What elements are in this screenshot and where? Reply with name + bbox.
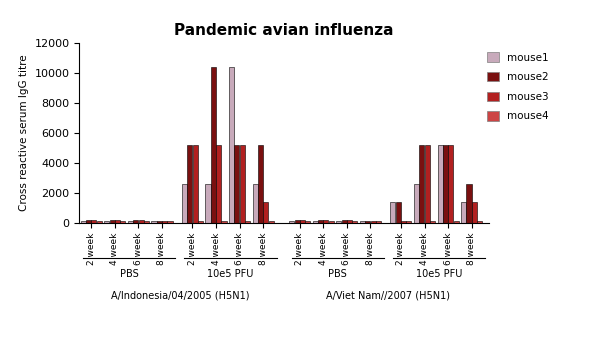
Bar	[360, 221, 365, 223]
Legend: mouse1, mouse2, mouse3, mouse4: mouse1, mouse2, mouse3, mouse4	[483, 48, 553, 126]
Bar	[97, 221, 102, 223]
Bar	[115, 220, 120, 223]
Bar	[133, 220, 138, 223]
Bar	[245, 221, 250, 223]
Bar	[269, 221, 274, 223]
Bar	[477, 221, 482, 223]
Bar	[406, 221, 411, 223]
Bar	[167, 221, 172, 223]
Bar	[414, 184, 419, 223]
Bar	[229, 67, 234, 223]
Bar	[318, 220, 323, 223]
Bar	[347, 220, 352, 223]
Bar	[162, 221, 167, 223]
Bar	[258, 145, 263, 223]
Bar	[323, 220, 329, 223]
Bar	[365, 221, 370, 223]
Text: 10e5 PFU: 10e5 PFU	[207, 269, 254, 279]
Text: A/Indonesia/04/2005 (H5N1): A/Indonesia/04/2005 (H5N1)	[111, 291, 249, 301]
Bar	[211, 67, 216, 223]
Bar	[448, 145, 453, 223]
Bar	[157, 221, 162, 223]
Bar	[139, 220, 144, 223]
Bar	[371, 221, 376, 223]
Bar	[289, 221, 295, 223]
Bar	[419, 145, 425, 223]
Bar	[472, 202, 477, 223]
Bar	[313, 221, 318, 223]
Bar	[240, 145, 245, 223]
Bar	[305, 221, 310, 223]
Bar	[109, 220, 115, 223]
Bar	[86, 220, 91, 223]
Bar	[430, 221, 435, 223]
Bar	[396, 202, 401, 223]
Bar	[443, 145, 448, 223]
Bar	[128, 221, 133, 223]
Bar	[342, 220, 347, 223]
Bar	[81, 221, 86, 223]
Bar	[337, 221, 342, 223]
Text: PBS: PBS	[120, 269, 139, 279]
Bar	[216, 145, 221, 223]
Bar	[437, 145, 442, 223]
Bar	[187, 145, 192, 223]
Bar	[353, 221, 357, 223]
Bar	[453, 221, 459, 223]
Bar	[263, 202, 268, 223]
Bar	[152, 221, 156, 223]
Bar	[461, 202, 466, 223]
Bar	[253, 184, 258, 223]
Bar	[401, 221, 406, 223]
Bar	[198, 221, 203, 223]
Bar	[295, 220, 299, 223]
Bar	[205, 184, 211, 223]
Title: Pandemic avian influenza: Pandemic avian influenza	[174, 23, 394, 38]
Text: A/Viet Nam//2007 (H5N1): A/Viet Nam//2007 (H5N1)	[326, 291, 450, 301]
Y-axis label: Cross reactive serum IgG titre: Cross reactive serum IgG titre	[19, 55, 29, 211]
Bar	[182, 184, 187, 223]
Text: PBS: PBS	[328, 269, 347, 279]
Bar	[376, 221, 381, 223]
Bar	[221, 221, 227, 223]
Bar	[120, 221, 125, 223]
Bar	[425, 145, 430, 223]
Bar	[92, 220, 97, 223]
Bar	[192, 145, 197, 223]
Text: 10e5 PFU: 10e5 PFU	[415, 269, 462, 279]
Bar	[104, 221, 109, 223]
Bar	[390, 202, 395, 223]
Bar	[144, 221, 149, 223]
Bar	[329, 221, 334, 223]
Bar	[300, 220, 305, 223]
Bar	[466, 184, 472, 223]
Bar	[235, 145, 240, 223]
